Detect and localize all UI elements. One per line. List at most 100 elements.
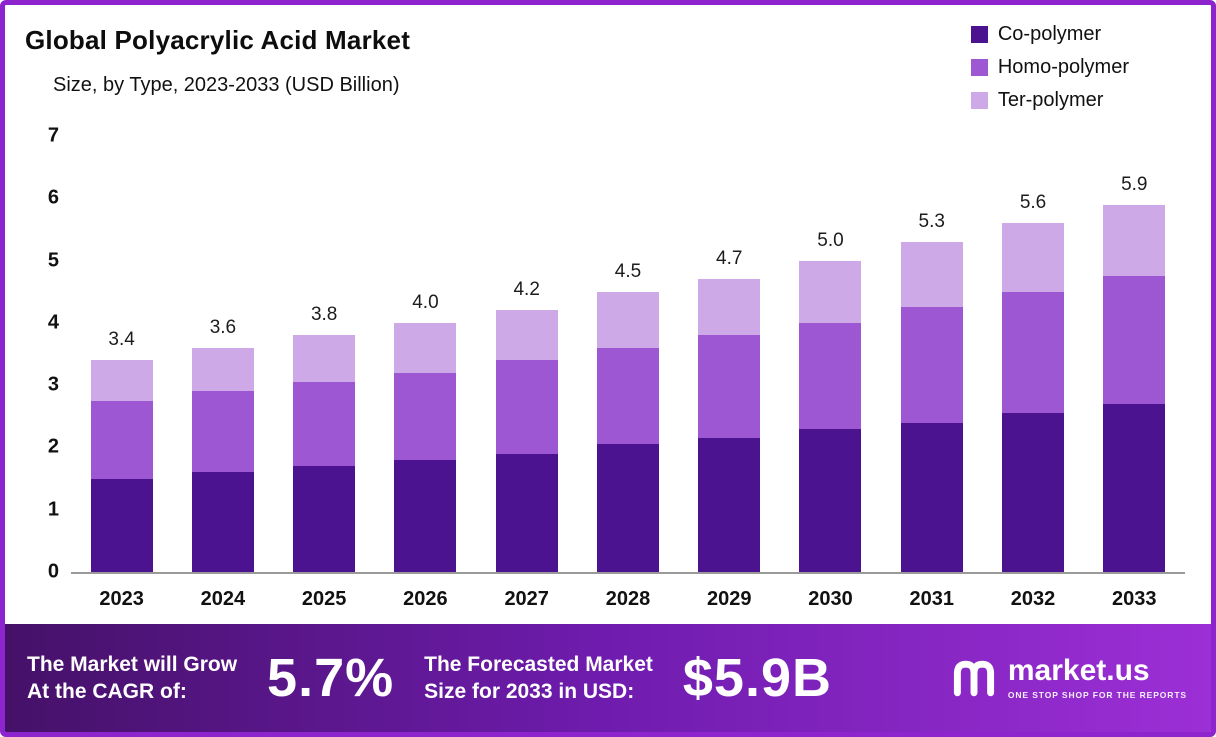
chart-section: Global Polyacrylic Acid Market Size, by …	[5, 5, 1211, 624]
cagr-label-line1: The Market will Grow	[27, 652, 238, 676]
page-title: Global Polyacrylic Acid Market	[25, 25, 411, 55]
chart-titles: Global Polyacrylic Acid Market Size, by …	[25, 19, 410, 97]
bar-segment-homo-polymer	[191, 391, 254, 473]
bar-total-label: 3.8	[310, 304, 338, 326]
bar-2033: 5.9	[1084, 136, 1185, 572]
y-tick-label: 0	[47, 560, 59, 583]
bar-2031: 5.3	[881, 136, 982, 572]
chart-header: Global Polyacrylic Acid Market Size, by …	[25, 19, 1185, 112]
bar-segment-co-polymer	[596, 444, 659, 572]
x-tick-label: 2025	[301, 587, 347, 610]
y-tick-label: 5	[47, 249, 59, 272]
legend-label: Co-polymer	[997, 23, 1102, 45]
y-tick-label: 2	[47, 435, 59, 458]
bar-2026: 4.0	[375, 136, 476, 572]
bar-total-label: 3.4	[108, 329, 135, 351]
x-tick-label: 2032	[1010, 587, 1056, 610]
cagr-label-line2: At the CAGR of:	[27, 680, 187, 703]
x-tick-label: 2033	[1112, 587, 1157, 610]
bar-segment-homo-polymer	[799, 322, 862, 429]
bar-total-label: 4.2	[513, 279, 540, 301]
cagr-label: The Market will Grow At the CAGR of:	[27, 651, 237, 706]
bar-segment-homo-polymer	[596, 347, 659, 445]
plot-area: 3.4 3.6 3.8 4.0 4.2 4.5 4.7 5.0 5.3 5.6 5.9	[71, 136, 1185, 574]
bar-segment-ter-polymer	[698, 279, 761, 336]
footer-banner: The Market will Grow At the CAGR of: 5.7…	[5, 624, 1211, 732]
forecast-label-line1: The Forecasted Market	[424, 652, 653, 676]
bar-segment-homo-polymer	[495, 360, 558, 454]
x-axis: 2023 2024 2025 2026 2027 2028 2029 2030 2031 2032…	[71, 574, 1185, 624]
bar-segment-co-polymer	[1002, 413, 1065, 572]
x-tick-label: 2030	[808, 587, 853, 610]
page-subtitle: Size, by Type, 2023-2033 (USD Billion)	[53, 74, 400, 96]
bar-segment-co-polymer	[90, 478, 153, 572]
bar-segment-ter-polymer	[90, 360, 153, 401]
bar-segment-homo-polymer	[900, 307, 963, 423]
brand-text: market.us ONE STOP SHOP FOR THE REPORTS	[1007, 654, 1187, 701]
legend-item-ter-polymer: Ter-polymer	[970, 89, 1129, 112]
bar-total-label: 3.6	[209, 316, 237, 338]
bar-2025: 3.8	[274, 136, 375, 572]
brand-logo: market.us ONE STOP SHOP FOR THE REPORTS	[950, 656, 1187, 700]
x-tick-label: 2028	[605, 587, 651, 610]
bar-segment-co-polymer	[191, 472, 254, 572]
bar-2023: 3.4	[71, 136, 172, 572]
bar-segment-ter-polymer	[495, 310, 558, 361]
marketus-logo-icon	[953, 660, 994, 697]
cagr-value: 5.7%	[267, 648, 395, 708]
bar-segment-co-polymer	[1103, 403, 1166, 572]
legend-label: Homo-polymer	[997, 56, 1129, 78]
bar-segment-homo-polymer	[90, 400, 153, 479]
legend-label: Ter-polymer	[997, 89, 1104, 111]
legend-swatch-icon	[970, 26, 988, 43]
bar-segment-ter-polymer	[596, 291, 659, 348]
legend-swatch-icon	[970, 92, 988, 109]
bar-segment-homo-polymer	[394, 372, 457, 460]
bar-segment-co-polymer	[698, 438, 761, 572]
x-tick-label: 2029	[706, 587, 752, 610]
bar-2032: 5.6	[982, 136, 1083, 572]
bar-2028: 4.5	[577, 136, 678, 572]
forecast-label: The Forecasted Market Size for 2033 in U…	[424, 651, 653, 706]
bar-2024: 3.6	[172, 136, 273, 572]
bar-segment-co-polymer	[293, 466, 356, 572]
bar-segment-ter-polymer	[394, 322, 457, 373]
bar-segment-ter-polymer	[191, 347, 254, 392]
y-tick-label: 3	[47, 373, 59, 396]
chart-legend: Co-polymer Homo-polymer Ter-polymer	[970, 23, 1129, 112]
bar-total-label: 4.5	[614, 260, 642, 282]
bar-segment-ter-polymer	[900, 241, 963, 308]
bar-total-label: 5.3	[918, 210, 945, 232]
bar-segment-co-polymer	[394, 459, 457, 572]
bar-segment-co-polymer	[799, 428, 862, 572]
plot-column: 3.4 3.6 3.8 4.0 4.2 4.5 4.7 5.0 5.3 5.6 5.9 2023 20…	[71, 136, 1185, 624]
x-tick-label: 2031	[909, 587, 955, 610]
x-tick-label: 2023	[99, 587, 144, 610]
y-tick-label: 7	[47, 124, 59, 147]
forecast-value: $5.9B	[682, 648, 832, 708]
bar-total-label: 4.7	[716, 248, 743, 270]
legend-swatch-icon	[970, 59, 988, 76]
bar-2027: 4.2	[476, 136, 577, 572]
bar-total-label: 4.0	[412, 291, 439, 313]
bar-total-label: 5.9	[1121, 173, 1148, 195]
bar-segment-co-polymer	[495, 453, 558, 572]
bar-segment-ter-polymer	[1002, 223, 1065, 292]
x-tick-label: 2024	[200, 587, 246, 610]
chart-body: 7 6 5 4 3 2 1 0 3.4 3.6 3.8 4.0 4.2 4.5 4.7 5.0 5.3 5.6 5…	[25, 125, 1185, 624]
y-tick-label: 4	[47, 311, 59, 334]
bar-segment-ter-polymer	[1103, 204, 1166, 277]
y-tick-label: 1	[47, 498, 59, 521]
y-axis: 7 6 5 4 3 2 1 0	[25, 125, 71, 583]
legend-item-co-polymer: Co-polymer	[970, 23, 1129, 46]
bar-total-label: 5.6	[1019, 192, 1047, 214]
brand-name: market.us	[1007, 654, 1150, 687]
legend-item-homo-polymer: Homo-polymer	[970, 56, 1129, 79]
bar-segment-homo-polymer	[293, 382, 356, 467]
bar-segment-ter-polymer	[293, 335, 356, 383]
x-tick-label: 2026	[403, 587, 448, 610]
bar-segment-ter-polymer	[799, 260, 862, 323]
x-tick-label: 2027	[504, 587, 549, 610]
forecast-label-line2: Size for 2033 in USD:	[424, 680, 635, 703]
